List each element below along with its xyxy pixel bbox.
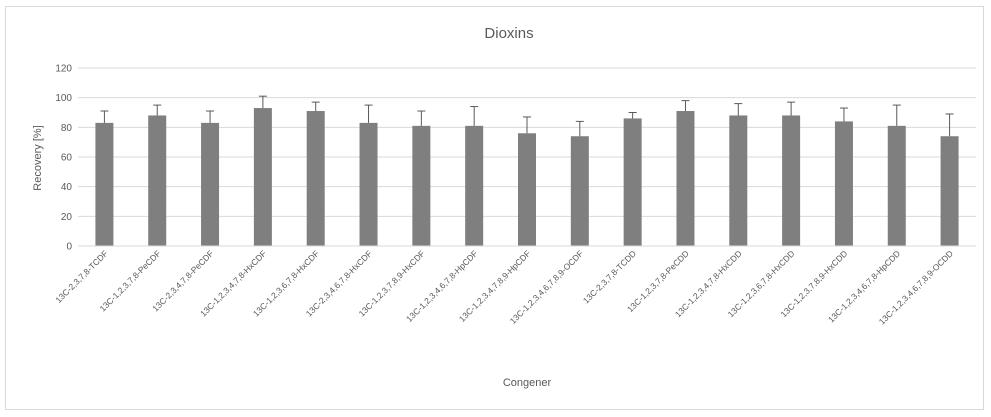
chart-title: Dioxins bbox=[484, 25, 533, 42]
x-tick-label: 13C-2,3,7,8-TCDD bbox=[581, 248, 638, 305]
x-axis-label: Congener bbox=[503, 377, 552, 389]
bar bbox=[518, 133, 536, 246]
bar bbox=[253, 108, 272, 246]
y-axis-label: Recovery [%] bbox=[32, 125, 44, 190]
bar bbox=[95, 122, 114, 246]
bar bbox=[465, 125, 484, 246]
bar bbox=[676, 111, 695, 247]
bar bbox=[940, 136, 959, 246]
y-axis-ticks: 0 20 40 60 80 100 120 bbox=[55, 64, 72, 253]
bar bbox=[148, 115, 167, 246]
bar bbox=[729, 115, 748, 246]
x-tick-label: 13C-2,3,7,8-TCDF bbox=[53, 248, 110, 305]
bars bbox=[95, 108, 959, 247]
x-axis-categories: 13C-2,3,7,8-TCDF13C-1,2,3,7,8-PeCDF13C-2… bbox=[53, 248, 955, 326]
bar bbox=[834, 121, 853, 246]
y-tick-label: 40 bbox=[61, 182, 73, 193]
y-tick-label: 120 bbox=[55, 64, 72, 75]
y-tick-label: 20 bbox=[61, 212, 73, 223]
bar bbox=[306, 111, 325, 247]
error-bars bbox=[100, 95, 954, 137]
bar bbox=[782, 115, 801, 246]
bar bbox=[359, 122, 378, 246]
bar bbox=[887, 125, 906, 246]
y-tick-label: 100 bbox=[55, 93, 72, 104]
y-tick-label: 0 bbox=[66, 242, 72, 253]
bar bbox=[623, 118, 642, 246]
y-tick-label: 60 bbox=[61, 153, 73, 164]
chart-area bbox=[5, 6, 984, 410]
y-tick-label: 80 bbox=[61, 123, 73, 134]
gridlines bbox=[78, 67, 976, 217]
bar bbox=[412, 125, 431, 246]
bar bbox=[570, 136, 589, 246]
bar bbox=[201, 122, 220, 246]
